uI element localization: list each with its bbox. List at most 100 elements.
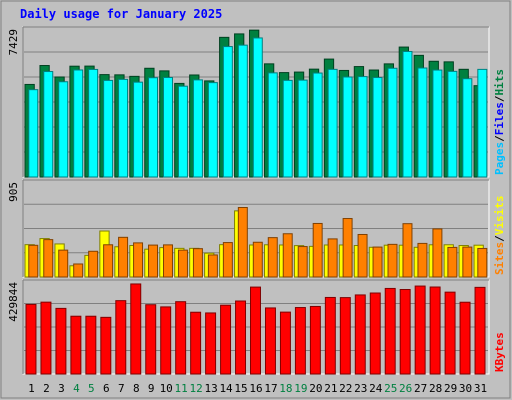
bar-files [327, 68, 338, 178]
bar-sites [43, 239, 54, 278]
x-tick-label: 7 [118, 382, 125, 395]
bar-files [312, 72, 323, 178]
x-tick-label: 10 [160, 382, 173, 395]
bar-files [372, 77, 383, 178]
x-tick-label: 5 [88, 382, 95, 395]
legend-item: Sites [493, 242, 506, 275]
x-tick-label: 9 [148, 382, 155, 395]
bar-kbytes [100, 316, 112, 375]
bar-files [342, 76, 353, 178]
bar-files [148, 77, 159, 178]
bar-sites [357, 233, 368, 278]
bar-sites [267, 237, 278, 278]
bar-kbytes [85, 315, 97, 375]
bar-files [43, 71, 54, 178]
bar-sites [148, 244, 159, 278]
bar-files [252, 37, 263, 178]
bar-files [177, 85, 188, 178]
bar-files [357, 76, 368, 178]
bar-sites [177, 249, 188, 278]
bar-sites [88, 250, 99, 278]
y-max-label: 429844 [7, 282, 20, 322]
bar-files [103, 79, 114, 178]
bar-sites [73, 263, 84, 278]
bar-kbytes [444, 291, 456, 375]
bar-sites [103, 244, 114, 278]
bar-sites [402, 223, 413, 278]
bar-sites [447, 246, 458, 278]
x-tick-label: 17 [264, 382, 277, 395]
x-tick-label: 31 [474, 382, 487, 395]
bar-files [162, 77, 173, 178]
bar-files [297, 79, 308, 178]
legend-item: / [493, 135, 506, 142]
bar-kbytes [250, 286, 261, 375]
bar-kbytes [205, 312, 217, 375]
bar-sites [237, 207, 248, 278]
bar-sites [462, 246, 473, 278]
bar-kbytes [429, 286, 441, 375]
bar-kbytes [384, 287, 396, 375]
bar-files [207, 82, 218, 178]
x-tick-label: 21 [324, 382, 337, 395]
bar-files [237, 44, 248, 178]
bar-files [417, 67, 428, 178]
legend: Sites/Visits [493, 196, 506, 276]
bar-files [282, 79, 293, 178]
bar-sites [297, 246, 308, 278]
bar-sites [252, 241, 263, 278]
bar-files [402, 50, 413, 178]
bar-sites [58, 249, 69, 278]
bar-kbytes [220, 304, 232, 375]
bar-files [192, 79, 203, 178]
x-tick-label: 11 [175, 382, 188, 395]
chart-title: Daily usage for January 2025 [20, 7, 222, 21]
bar-sites [372, 246, 383, 278]
bar-files [73, 69, 84, 178]
bar-sites [477, 247, 488, 278]
bar-kbytes [309, 305, 321, 375]
bar-kbytes [474, 286, 486, 375]
x-tick-label: 20 [309, 382, 322, 395]
x-tick-label: 15 [234, 382, 247, 395]
bar-kbytes [175, 301, 187, 375]
legend-item: Hits [493, 69, 506, 96]
legend-item: KBytes [493, 332, 506, 372]
bar-sites [192, 248, 203, 278]
bar-files [58, 81, 69, 178]
bar-kbytes [414, 285, 426, 375]
bar-sites [28, 244, 39, 278]
bar-files [88, 68, 99, 178]
legend: Pages/Files/Hits [493, 69, 506, 175]
x-tick-label: 27 [414, 382, 427, 395]
bar-sites [312, 222, 323, 278]
x-tick-label: 16 [249, 382, 262, 395]
x-tick-label: 1 [28, 382, 35, 395]
legend-item: Files [493, 102, 506, 135]
x-tick-label: 22 [339, 382, 352, 395]
bar-kbytes [294, 307, 306, 375]
y-max-label: 905 [7, 182, 20, 202]
x-tick-label: 19 [294, 382, 307, 395]
bar-files [462, 78, 473, 178]
x-tick-label: 28 [429, 382, 442, 395]
bar-kbytes [324, 296, 336, 375]
legend-item: Pages [493, 142, 506, 175]
bar-sites [342, 218, 353, 278]
bar-sites [133, 242, 144, 278]
bar-kbytes [459, 301, 471, 375]
legend-item: / [493, 95, 506, 102]
x-tick-label: 3 [58, 382, 65, 395]
bar-kbytes [369, 292, 381, 375]
bar-kbytes [235, 300, 247, 375]
bar-files [387, 67, 398, 178]
bar-files [118, 78, 129, 178]
bar-kbytes [130, 283, 142, 375]
x-tick-label: 18 [279, 382, 292, 395]
x-tick-label: 25 [384, 382, 397, 395]
bar-kbytes [160, 306, 172, 375]
bar-sites [327, 238, 338, 278]
x-tick-label: 14 [219, 382, 233, 395]
